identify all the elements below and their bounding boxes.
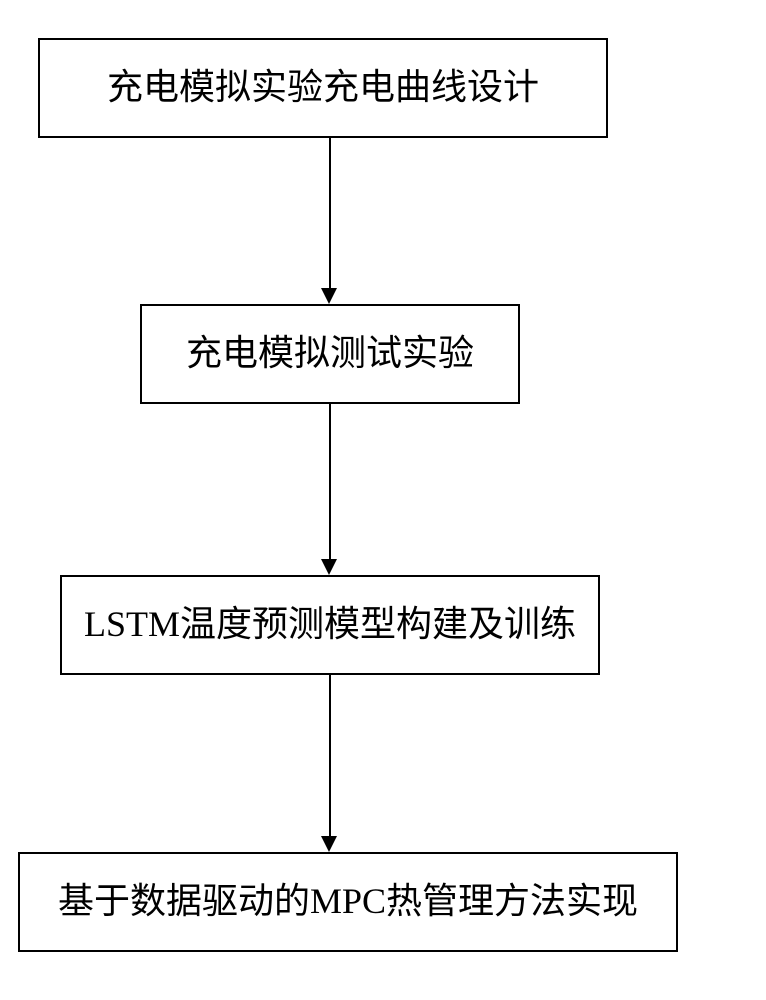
arrow-head-2: [321, 559, 337, 575]
arrow-line-2: [329, 404, 331, 559]
flowchart-node-3: LSTM温度预测模型构建及训练: [60, 575, 600, 675]
flowchart-node-1: 充电模拟实验充电曲线设计: [38, 38, 608, 138]
arrow-line-1: [329, 138, 331, 288]
arrow-head-1: [321, 288, 337, 304]
arrow-line-3: [329, 675, 331, 836]
flowchart-node-4: 基于数据驱动的MPC热管理方法实现: [18, 852, 678, 952]
flowchart-node-4-label: 基于数据驱动的MPC热管理方法实现: [48, 880, 648, 923]
flowchart-node-1-label: 充电模拟实验充电曲线设计: [97, 66, 549, 109]
flowchart-node-2: 充电模拟测试实验: [140, 304, 520, 404]
flowchart-node-2-label: 充电模拟测试实验: [176, 332, 484, 375]
flowchart-node-3-label: LSTM温度预测模型构建及训练: [74, 603, 586, 646]
arrow-head-3: [321, 836, 337, 852]
flowchart-container: 充电模拟实验充电曲线设计 充电模拟测试实验 LSTM温度预测模型构建及训练 基于…: [0, 0, 766, 1000]
